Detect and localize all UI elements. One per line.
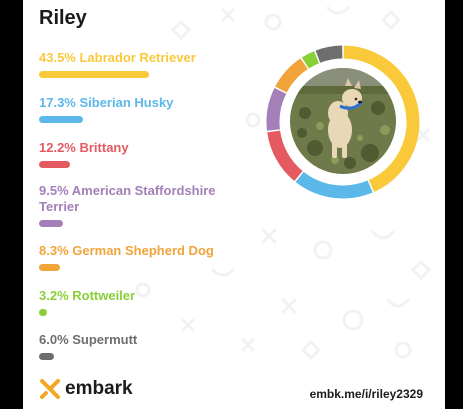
breed-label: 43.5% Labrador Retriever	[39, 50, 196, 65]
donut-segment-4	[275, 58, 308, 93]
breed-item-supermutt: 6.0% Supermutt	[39, 332, 137, 360]
breed-item-brittany: 12.2% Brittany	[39, 140, 129, 168]
dog-name: Riley	[39, 7, 87, 29]
donut-segment-3	[266, 87, 287, 131]
breed-bar	[39, 116, 83, 123]
embark-logo-icon	[40, 379, 60, 399]
breed-bar	[39, 71, 149, 78]
breed-label: 12.2% Brittany	[39, 140, 129, 155]
embark-wordmark: embark	[65, 378, 133, 399]
background-pattern	[135, 6, 432, 361]
donut-segment-2	[267, 130, 303, 182]
breed-donut-chart	[266, 45, 420, 199]
donut-segment-1	[295, 171, 373, 199]
share-url[interactable]: embk.me/i/riley2329	[309, 387, 423, 401]
breed-label: 9.5% American Staffordshire Terrier	[39, 183, 216, 214]
breed-bar	[39, 264, 60, 271]
donut-segment-6	[315, 45, 343, 63]
breed-label: 8.3% German Shepherd Dog	[39, 243, 214, 258]
breed-label: 3.2% Rottweiler	[39, 288, 136, 303]
breed-item-husky: 17.3% Siberian Husky	[39, 95, 173, 123]
breed-item-german-shepherd: 8.3% German Shepherd Dog	[39, 243, 214, 271]
dog-photo	[290, 68, 396, 174]
breed-label: 17.3% Siberian Husky	[39, 95, 174, 110]
donut-segment-5	[301, 51, 320, 69]
breed-bar	[39, 220, 63, 227]
breed-item-rottweiler: 3.2% Rottweiler	[39, 288, 135, 316]
donut-segment-0	[343, 45, 420, 192]
breed-report-card: Riley 43.5% Labrador Retriever 17.3% Sib…	[23, 0, 445, 409]
breed-bar	[39, 309, 47, 316]
breed-label: 6.0% Supermutt	[39, 332, 138, 347]
breed-item-labrador: 43.5% Labrador Retriever	[39, 50, 196, 78]
breed-bar	[39, 353, 54, 360]
breed-item-staffordshire: 9.5% American Staffordshire Terrier	[39, 183, 254, 227]
embark-logo: embark	[39, 378, 133, 400]
breed-bar	[39, 161, 70, 168]
